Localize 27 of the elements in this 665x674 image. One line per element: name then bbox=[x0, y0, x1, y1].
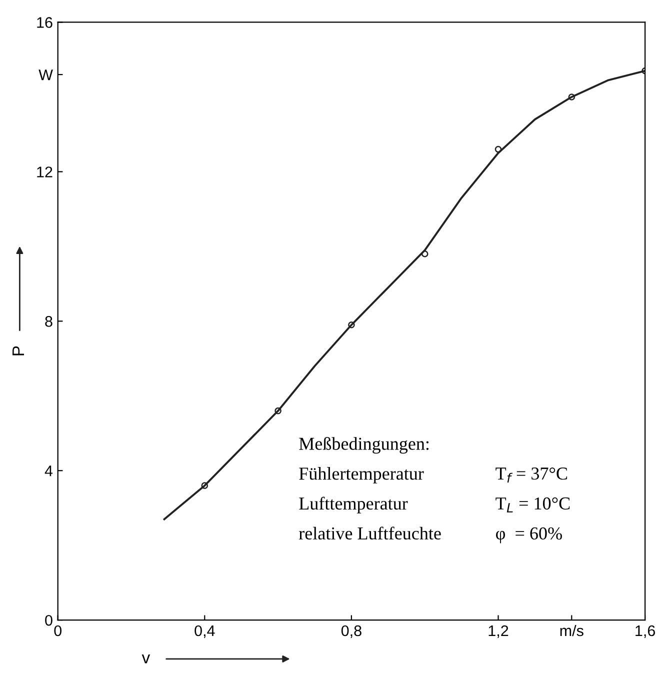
point bbox=[568, 94, 576, 100]
x-tick-label: 1,2 bbox=[488, 625, 508, 638]
x-tick-label: 0 bbox=[54, 625, 62, 636]
annotation: relative Luftfeuchte bbox=[298, 526, 441, 540]
point bbox=[201, 482, 208, 489]
annotation: Meßbedingungen: bbox=[299, 436, 429, 454]
y-tick-label: 12 bbox=[37, 166, 52, 178]
annotation: T$_{f}$ = 37°C bbox=[496, 467, 567, 482]
x-tick-label: 0,4 bbox=[194, 625, 215, 638]
point bbox=[494, 146, 502, 153]
y-axis-title: P bbox=[12, 346, 24, 356]
x-tick-label: 1,6 bbox=[636, 625, 655, 638]
point bbox=[274, 407, 282, 414]
annotation: φ = 60% bbox=[496, 527, 562, 544]
annotation: Fühlertemperatur bbox=[299, 467, 424, 484]
y-tick-label: 0 bbox=[45, 614, 52, 626]
x-axis-title: v bbox=[142, 654, 150, 664]
point bbox=[348, 321, 355, 328]
y-tick-label: 8 bbox=[45, 316, 52, 327]
y-tick-label: 16 bbox=[37, 17, 52, 28]
y-tick-label: W bbox=[38, 70, 53, 80]
y-tick-label: 4 bbox=[44, 466, 53, 476]
point bbox=[421, 250, 428, 258]
annotation: T$_{L}$ = 10°C bbox=[496, 497, 570, 512]
x-tick-label: m/s bbox=[560, 624, 584, 636]
annotation: Lufttemperatur bbox=[299, 496, 408, 514]
x-tick-label: 0,8 bbox=[341, 625, 362, 638]
